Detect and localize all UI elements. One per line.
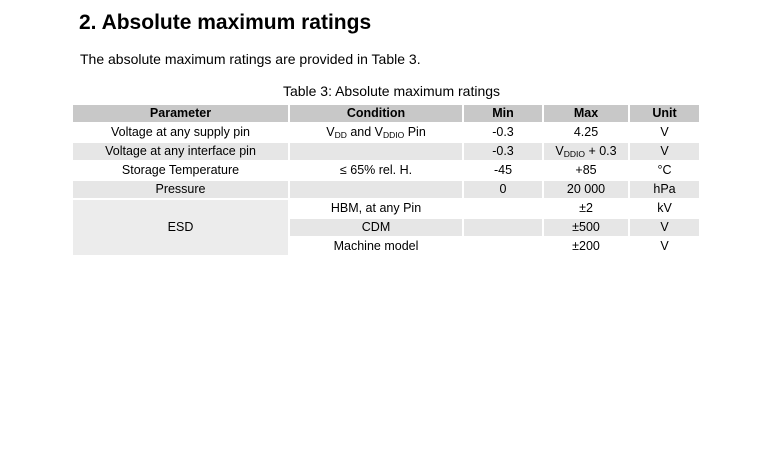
cond-text: Pin [404,125,426,139]
table-row: Voltage at any interface pin -0.3 VDDIO … [73,143,699,162]
table-row: Pressure 0 20 000 hPa [73,181,699,200]
header-max: Max [544,105,628,124]
cell-condition [290,143,462,162]
table-header-row: Parameter Condition Min Max Unit [73,105,699,124]
cell-max: 4.25 [544,124,628,143]
cell-min [464,238,542,257]
table-caption: Table 3: Absolute maximum ratings [282,83,501,99]
table-row: CDM ±500 V [73,219,699,238]
cell-min [464,200,542,219]
cond-subscript: DDIO [382,130,405,140]
cell-unit: V [630,219,699,238]
cell-max: ±500 [544,219,628,238]
cell-unit: hPa [630,181,699,200]
max-text: V [555,144,564,158]
cell-condition: VDD and VDDIO Pin [290,124,462,143]
cell-parameter: Pressure [73,181,288,200]
cell-unit: kV [630,200,699,219]
cell-condition [290,181,462,200]
cell-min: -0.3 [464,124,542,143]
cell-condition: ≤ 65% rel. H. [290,162,462,181]
cell-parameter: Voltage at any interface pin [73,143,288,162]
cell-parameter: Voltage at any supply pin [73,124,288,143]
cell-min [464,219,542,238]
header-min: Min [464,105,542,124]
cell-condition: HBM, at any Pin [290,200,462,219]
table-row: Voltage at any supply pin VDD and VDDIO … [73,124,699,143]
cell-max: VDDIO + 0.3 [544,143,628,162]
cell-condition: Machine model [290,238,462,257]
cell-max: +85 [544,162,628,181]
max-text: + 0.3 [584,144,617,158]
section-heading: 2. Absolute maximum ratings [79,11,372,34]
table-row: ESD HBM, at any Pin ±2 kV [73,200,699,257]
cell-max: 20 000 [544,181,628,200]
cell-min: -0.3 [464,143,542,162]
cell-parameter-esd: ESD [73,200,288,257]
cell-min: 0 [464,181,542,200]
header-condition: Condition [290,105,462,124]
cond-subscript: DD [334,130,347,140]
header-parameter: Parameter [73,105,288,124]
cell-max: ±2 [544,200,628,219]
cell-min: -45 [464,162,542,181]
header-unit: Unit [630,105,699,124]
cell-max: ±200 [544,238,628,257]
cell-unit: V [630,124,699,143]
cell-unit: °C [630,162,699,181]
max-subscript: DDIO [563,149,585,159]
cell-unit: V [630,238,699,257]
cell-parameter: Storage Temperature [73,162,288,181]
cell-unit: V [630,143,699,162]
absolute-max-ratings-table: Parameter Condition Min Max Unit Voltage… [71,105,701,257]
cell-condition: CDM [290,219,462,238]
table-row: Storage Temperature ≤ 65% rel. H. -45 +8… [73,162,699,181]
intro-paragraph: The absolute maximum ratings are provide… [80,51,421,67]
cond-text: and V [346,125,383,139]
table-row: Machine model ±200 V [73,238,699,257]
cond-text: V [326,125,335,139]
